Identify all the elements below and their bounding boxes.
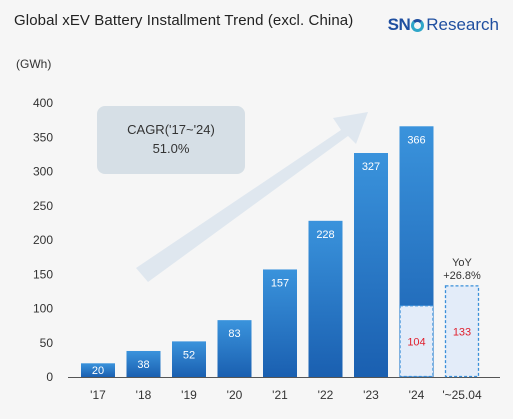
bar (217, 320, 252, 377)
y-tick-label: 400 (33, 96, 53, 110)
trend-arrow (136, 112, 368, 282)
x-tick-label: '~25.04 (442, 388, 482, 402)
y-tick-label: 50 (40, 336, 54, 350)
partial-value-label: 133 (453, 326, 471, 338)
logo-ring-icon (411, 18, 425, 32)
logo-brand-text: SN (387, 15, 411, 34)
x-tick-label: '20 (227, 388, 243, 402)
yoy-label: YoY (452, 257, 472, 269)
bar-value-label: 38 (137, 359, 149, 371)
x-tick-label: '23 (363, 388, 379, 402)
cagr-value: 51.0% (153, 141, 190, 156)
partial-bar (399, 305, 434, 378)
x-tick-label: '22 (318, 388, 334, 402)
bar-value-label: 20 (92, 365, 104, 377)
yoy-value: +26.8% (443, 270, 481, 282)
cagr-box (97, 106, 245, 174)
partial-bar (444, 285, 480, 378)
logo-suffix-text: Research (426, 15, 499, 34)
x-tick-label: '24 (409, 388, 425, 402)
y-tick-label: 300 (33, 165, 53, 179)
cagr-label: CAGR('17~'24) (127, 122, 215, 137)
chart-title: Global xEV Battery Installment Trend (ex… (14, 12, 354, 29)
partial-value-label: 104 (407, 336, 425, 348)
bar (263, 269, 297, 377)
y-tick-label: 250 (33, 199, 53, 213)
bar (172, 341, 206, 377)
bar-value-label: 157 (271, 277, 289, 289)
bar (308, 220, 343, 377)
x-tick-label: '19 (181, 388, 197, 402)
y-tick-label: 0 (46, 370, 53, 384)
x-tick-label: '18 (136, 388, 152, 402)
bar (354, 153, 388, 377)
bar (81, 363, 115, 377)
y-axis-unit: (GWh) (16, 57, 52, 71)
bar-value-label: 52 (183, 349, 195, 361)
y-tick-label: 350 (33, 130, 53, 144)
bar-value-label: 83 (228, 328, 240, 340)
y-tick-label: 100 (33, 302, 53, 316)
y-tick-label: 200 (33, 233, 53, 247)
bar-value-label: 228 (316, 229, 334, 241)
sne-research-logo: SN Research (388, 15, 499, 35)
bar-value-label: 366 (407, 134, 425, 146)
x-tick-label: '17 (90, 388, 106, 402)
bar (126, 350, 161, 377)
x-tick-label: '21 (272, 388, 288, 402)
bar-value-label: 327 (362, 161, 380, 173)
y-tick-label: 150 (33, 267, 53, 281)
